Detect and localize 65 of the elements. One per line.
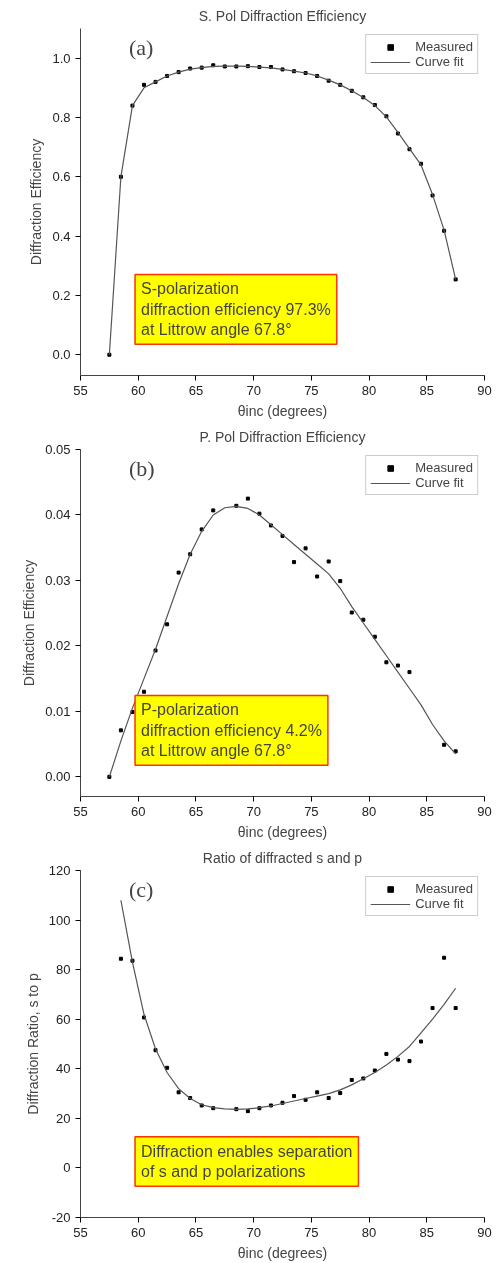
legend-label: Curve fit bbox=[415, 475, 464, 490]
x-tick-label: 90 bbox=[477, 803, 492, 819]
x-axis-title: θinc (degrees) bbox=[237, 402, 328, 419]
annotation: (b) bbox=[128, 456, 155, 482]
annotation: Diffraction enables separation of s and p polarizations bbox=[141, 1142, 353, 1181]
y-tick-label: 20 bbox=[56, 1110, 71, 1126]
y-tick-label: 0.00 bbox=[45, 769, 71, 785]
y-tick-label: -20 bbox=[51, 1210, 71, 1225]
y-tick-label: 0.8 bbox=[52, 109, 71, 125]
x-tick-label: 70 bbox=[246, 382, 261, 398]
y-tick-label: 0.01 bbox=[45, 703, 71, 719]
x-tick-label: 80 bbox=[361, 382, 377, 398]
x-tick-label: 75 bbox=[304, 382, 319, 398]
x-tick-label: 60 bbox=[130, 803, 146, 819]
x-tick-label: 55 bbox=[73, 1224, 88, 1240]
y-tick-label: 100 bbox=[48, 912, 71, 928]
x-tick-label: 70 bbox=[246, 1224, 261, 1240]
y-tick-label: 0.4 bbox=[52, 228, 71, 244]
x-tick-label: 80 bbox=[361, 803, 377, 819]
y-tick-label: 0.02 bbox=[45, 638, 71, 654]
y-tick-label: 0.2 bbox=[52, 287, 71, 303]
x-tick-label: 85 bbox=[419, 382, 435, 398]
x-tick-label: 60 bbox=[130, 1224, 146, 1240]
y-axis-title: Diffraction Efficiency bbox=[21, 559, 38, 687]
legend-label: Measured bbox=[415, 39, 473, 54]
x-tick-label: 60 bbox=[130, 382, 146, 398]
legend-label: Measured bbox=[415, 881, 473, 896]
x-tick-label: 90 bbox=[477, 1224, 492, 1240]
annotation: (a) bbox=[128, 35, 154, 61]
x-axis-title: θinc (degrees) bbox=[237, 1244, 328, 1261]
y-tick-label: 0.03 bbox=[45, 572, 71, 588]
y-axis-title: Diffraction Efficiency bbox=[28, 138, 45, 266]
y-tick-label: 1.0 bbox=[52, 50, 71, 66]
x-tick-label: 75 bbox=[304, 1224, 319, 1240]
x-axis-title: θinc (degrees) bbox=[237, 823, 328, 840]
x-tick-label: 80 bbox=[361, 1224, 377, 1240]
annotation: (c) bbox=[128, 877, 154, 903]
y-tick-label: 0.05 bbox=[45, 442, 71, 457]
y-tick-label: 120 bbox=[48, 863, 71, 878]
x-tick-label: 90 bbox=[477, 382, 492, 398]
x-tick-label: 55 bbox=[73, 382, 88, 398]
y-tick-label: 60 bbox=[56, 1011, 71, 1027]
x-tick-label: 85 bbox=[419, 803, 435, 819]
y-tick-label: 0.0 bbox=[52, 347, 71, 363]
chart-title: P. Pol Diffraction Efficiency bbox=[199, 428, 366, 445]
y-tick-label: 0.04 bbox=[45, 507, 71, 523]
y-tick-label: 0 bbox=[63, 1160, 71, 1176]
x-tick-label: 75 bbox=[304, 803, 319, 819]
legend-label: Curve fit bbox=[415, 896, 464, 911]
chart-title: Ratio of diffracted s and p bbox=[202, 849, 363, 866]
x-tick-label: 55 bbox=[73, 803, 88, 819]
y-axis-title: Diffraction Ratio, s to p bbox=[24, 973, 41, 1115]
x-tick-label: 65 bbox=[188, 382, 204, 398]
y-tick-label: 40 bbox=[56, 1061, 71, 1077]
annotation: P-polarization diffraction efficiency 4.2% at Littrow angle 67.8° bbox=[141, 701, 322, 760]
x-tick-label: 70 bbox=[246, 803, 261, 819]
legend-label: Measured bbox=[415, 460, 473, 475]
y-tick-label: 80 bbox=[56, 962, 71, 978]
x-tick-label: 65 bbox=[188, 1224, 204, 1240]
legend-label: Curve fit bbox=[415, 54, 464, 69]
x-tick-label: 65 bbox=[188, 803, 204, 819]
chart-title: S. Pol Diffraction Efficiency bbox=[198, 7, 367, 24]
y-tick-label: 0.6 bbox=[52, 169, 71, 185]
x-tick-label: 85 bbox=[419, 1224, 435, 1240]
annotation: S-polarization diffraction efficiency 97.3% at Littrow angle 67.8° bbox=[141, 280, 331, 339]
